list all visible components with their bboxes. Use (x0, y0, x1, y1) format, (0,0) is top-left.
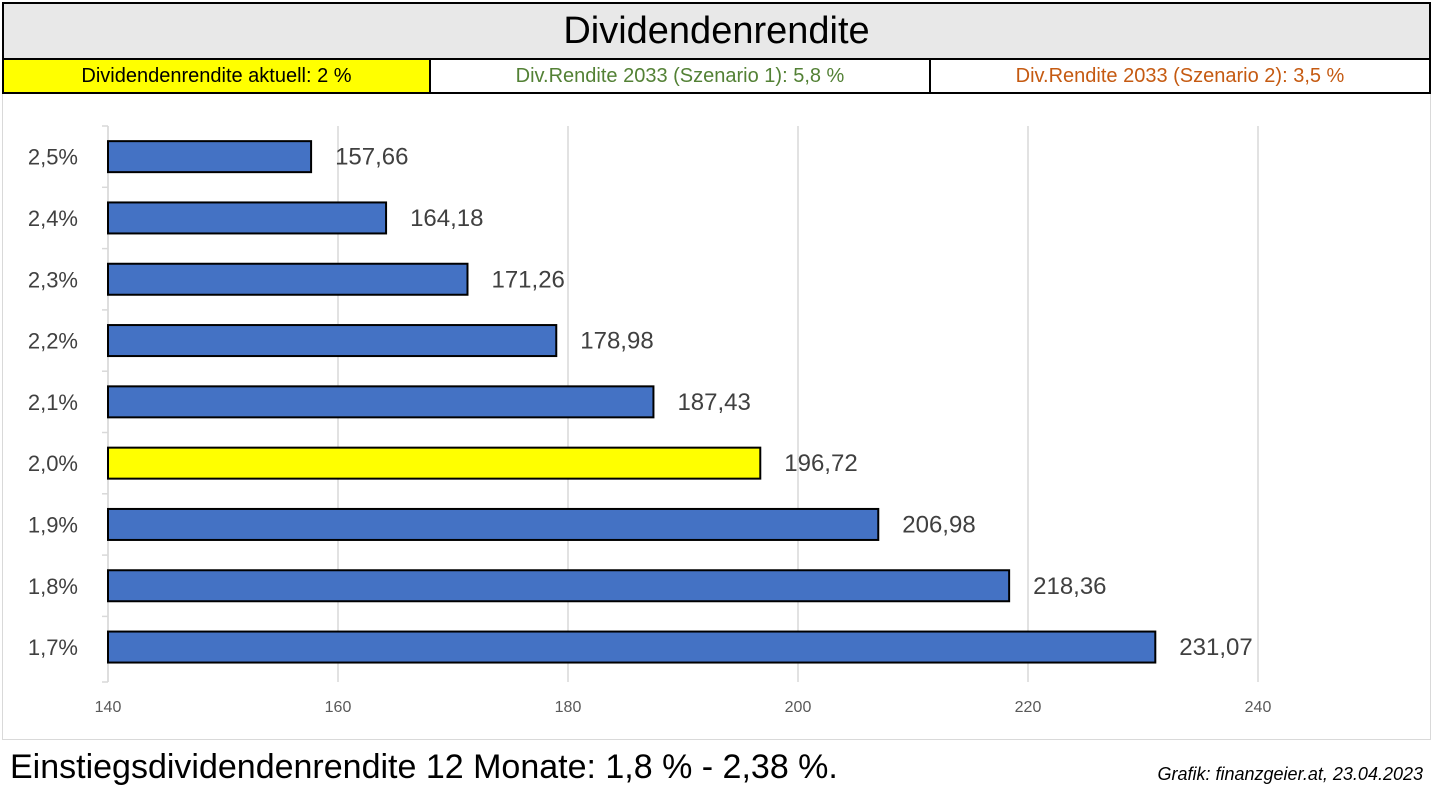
x-tick-label-220: 220 (1015, 699, 1042, 716)
data-label-2: 171,26 (491, 266, 564, 293)
footer-source: Grafik: finanzgeier.at, 23.04.2023 (1157, 764, 1424, 784)
data-label-0: 157,66 (335, 144, 408, 171)
x-tick-label-200: 200 (785, 699, 812, 716)
data-label-7: 218,36 (1033, 573, 1106, 600)
bar-5 (107, 446, 762, 480)
x-tick-label-160: 160 (325, 699, 352, 716)
y-tick-label-8: 1,7% (28, 635, 78, 660)
x-tick-label-180: 180 (555, 699, 582, 716)
chart-title: Dividendenrendite (2, 2, 1431, 60)
bar-chart: 140 160 180 200 220 240 2,5% 157,66 2,4% 164,18 2,… (28, 125, 1272, 716)
bar-0 (107, 140, 313, 174)
plot-frame (2, 94, 1431, 740)
footer-note: Einstiegsdividendenrendite 12 Monate: 1,… (10, 748, 838, 786)
y-tick-label-1: 2,4% (28, 206, 78, 231)
current-yield-label: Dividendenrendite aktuell: 2 % (2, 60, 431, 94)
scenario1-label: Div.Rendite 2033 (Szenario 1): 5,8 % (431, 60, 931, 94)
data-label-1: 164,18 (410, 205, 483, 232)
bar-6 (107, 507, 880, 541)
x-tick-label-140: 140 (95, 699, 122, 716)
y-tick-label-6: 1,9% (28, 512, 78, 537)
y-tick-label-5: 2,0% (28, 451, 78, 476)
data-label-3: 178,98 (580, 328, 653, 355)
bar-1 (107, 201, 388, 235)
info-row: Dividendenrendite aktuell: 2 % Div.Rendi… (2, 60, 1431, 94)
y-tick-label-7: 1,8% (28, 574, 78, 599)
data-label-5: 196,72 (784, 450, 857, 477)
y-tick-label-3: 2,2% (28, 329, 78, 354)
bar-2 (107, 262, 469, 296)
bar-7 (107, 569, 1011, 603)
y-tick-label-0: 2,5% (28, 145, 78, 170)
data-label-4: 187,43 (677, 389, 750, 416)
scenario2-label: Div.Rendite 2033 (Szenario 2): 3,5 % (931, 60, 1431, 94)
x-tick-label-240: 240 (1245, 699, 1272, 716)
bar-8 (107, 630, 1157, 664)
y-tick-label-2: 2,3% (28, 267, 78, 292)
bar-4 (107, 385, 655, 419)
y-tick-label-4: 2,1% (28, 390, 78, 415)
data-label-8: 231,07 (1179, 634, 1252, 661)
data-label-6: 206,98 (902, 511, 975, 538)
bar-3 (107, 324, 558, 358)
